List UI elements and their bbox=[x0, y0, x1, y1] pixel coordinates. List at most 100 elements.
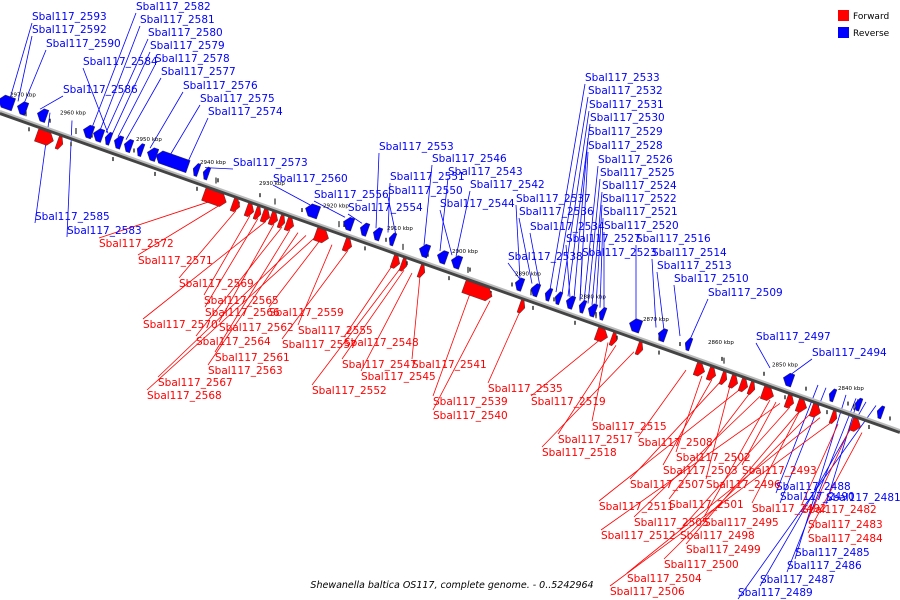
kbp-mark-label: 2960 kbp bbox=[60, 110, 86, 116]
gene-body bbox=[0, 94, 16, 112]
leader-line bbox=[685, 410, 801, 545]
leader-line bbox=[432, 293, 471, 397]
gene-body bbox=[759, 385, 774, 401]
gene-body bbox=[398, 257, 408, 272]
leader-line bbox=[195, 226, 283, 337]
gene-label: Sbal117_2563 bbox=[208, 365, 283, 377]
gene-arrow bbox=[283, 217, 294, 232]
gene-arrow bbox=[634, 341, 644, 356]
gene-label: Sbal117_2486 bbox=[787, 560, 862, 572]
gene-arrow bbox=[554, 291, 564, 306]
leader-line bbox=[91, 12, 137, 128]
gene-label: Sbal117_2503 bbox=[663, 465, 738, 477]
kbp-mark-label: 2880 kbp bbox=[580, 295, 606, 301]
gene-label: Sbal117_2545 bbox=[361, 371, 436, 383]
gene-arrow bbox=[312, 227, 329, 244]
gene-label: Sbal117_2573 bbox=[233, 157, 308, 169]
gene-label: Sbal117_2516 bbox=[636, 233, 711, 245]
legend-forward-label: Forward bbox=[853, 12, 889, 22]
leader-line bbox=[146, 237, 315, 391]
leader-lines bbox=[9, 12, 877, 600]
gene-arrow bbox=[783, 394, 794, 409]
gene-label: Sbal117_2540 bbox=[433, 410, 508, 422]
gene-body bbox=[312, 227, 329, 244]
leader-line bbox=[142, 220, 267, 320]
gene-label: Sbal117_2500 bbox=[664, 559, 739, 571]
gene-arrow bbox=[544, 287, 554, 302]
leader-line bbox=[82, 67, 109, 134]
gene-label: Sbal117_2517 bbox=[558, 434, 633, 446]
gene-arrow bbox=[451, 255, 464, 270]
leader-line bbox=[125, 77, 162, 140]
gene-arrow bbox=[629, 318, 644, 334]
gene-label: Sbal117_2498 bbox=[680, 530, 755, 542]
gene-label: Sbal117_2505 bbox=[634, 517, 709, 529]
leader-line bbox=[689, 298, 709, 340]
gene-label: Sbal117_2564 bbox=[196, 336, 271, 348]
leader-line bbox=[423, 164, 433, 246]
legend-reverse-label: Reverse bbox=[853, 29, 890, 39]
gene-arrow bbox=[808, 403, 821, 418]
gene-body bbox=[876, 405, 886, 420]
gene-arrow bbox=[658, 328, 669, 343]
leader-line bbox=[268, 240, 321, 308]
gene-body bbox=[259, 208, 270, 223]
kbp-mark-label: 2950 kbp bbox=[136, 137, 162, 143]
leader-line bbox=[117, 64, 156, 138]
gene-label: Sbal117_2508 bbox=[638, 437, 713, 449]
kbp-mark-label: 2870 kbp bbox=[643, 317, 669, 323]
leader-line bbox=[169, 104, 201, 156]
gene-label: Sbal117_2513 bbox=[657, 260, 732, 272]
gene-body bbox=[243, 202, 254, 217]
leader-line bbox=[609, 421, 833, 587]
gene-body bbox=[54, 135, 64, 150]
gene-body bbox=[341, 237, 352, 252]
gene-label: Sbal117_2482 bbox=[802, 504, 877, 516]
gene-body bbox=[593, 326, 608, 343]
leader-line bbox=[668, 392, 751, 500]
leader-line bbox=[807, 428, 851, 520]
gene-arrow bbox=[192, 163, 202, 177]
gene-arrow bbox=[398, 257, 408, 272]
gene-body bbox=[515, 277, 526, 292]
leader-line bbox=[214, 229, 291, 353]
leader-line bbox=[675, 375, 703, 453]
gene-arrow bbox=[692, 362, 705, 377]
gene-label: Sbal117_2576 bbox=[183, 80, 258, 92]
leader-line bbox=[218, 223, 275, 323]
leader-line bbox=[751, 410, 801, 504]
gene-arrow bbox=[876, 405, 886, 420]
leader-line bbox=[755, 342, 771, 369]
gene-arrow bbox=[737, 377, 748, 393]
gene-label: Sbal117_2566 bbox=[205, 307, 280, 319]
leader-line bbox=[487, 311, 521, 384]
gene-body bbox=[544, 287, 554, 302]
gene-arrow bbox=[531, 283, 542, 298]
leader-line bbox=[705, 385, 731, 480]
genome-backbone bbox=[0, 110, 900, 434]
leader-line bbox=[579, 258, 583, 301]
genome-caption: Shewanella baltica OS117, complete genom… bbox=[310, 580, 593, 591]
gene-arrow bbox=[718, 371, 728, 385]
gene-arrow bbox=[267, 211, 278, 226]
leader-line bbox=[439, 209, 453, 256]
gene-label: Sbal117_2542 bbox=[470, 179, 545, 191]
gene-label: Sbal117_2550 bbox=[388, 185, 463, 197]
gene-label: Sbal117_2586 bbox=[63, 84, 138, 96]
gene-body bbox=[93, 128, 106, 143]
gene-label: Sbal117_2567 bbox=[158, 377, 233, 389]
gene-body bbox=[451, 255, 464, 270]
gene-label: Sbal117_2578 bbox=[155, 53, 230, 65]
gene-body bbox=[192, 163, 202, 177]
gene-body bbox=[808, 403, 821, 418]
gene-body bbox=[437, 250, 450, 265]
gene-label: Sbal117_2504 bbox=[627, 573, 702, 585]
gene-arrow bbox=[854, 397, 864, 412]
gene-label: Sbal117_2548 bbox=[344, 337, 419, 349]
leader-line bbox=[583, 165, 599, 303]
leader-line bbox=[573, 137, 589, 299]
gene-label: Sbal117_2501 bbox=[669, 499, 744, 511]
gene-arrow bbox=[201, 187, 227, 207]
gene-arrow bbox=[684, 337, 694, 352]
gene-arrow bbox=[341, 237, 352, 252]
